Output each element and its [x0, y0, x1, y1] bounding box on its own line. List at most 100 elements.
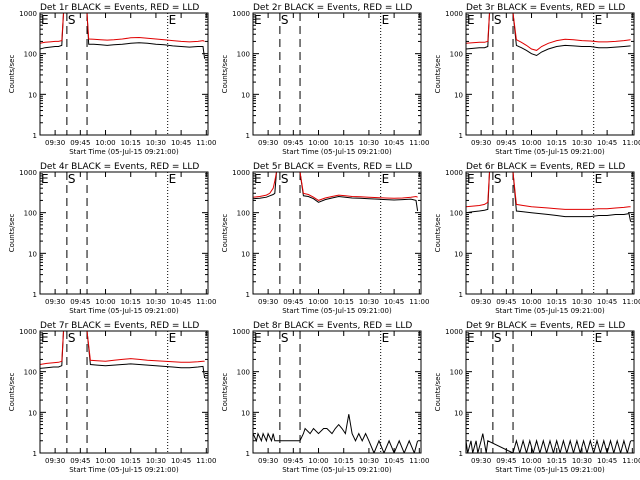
x-tick-label: 09:45: [70, 298, 90, 306]
event-marker-label: E: [169, 172, 177, 186]
x-tick-label: 10:00: [308, 457, 328, 465]
y-tick-label: 10: [241, 409, 250, 417]
event-marker-label: E: [382, 331, 390, 345]
event-marker-label: E: [595, 13, 603, 27]
y-tick-label: 1: [246, 450, 250, 458]
event-marker-label: E: [254, 331, 262, 345]
x-axis-label: Start Time (05-Jul-15 09:21:00): [495, 466, 605, 474]
y-tick-label: 1: [33, 291, 37, 299]
event-marker-label: E: [595, 172, 603, 186]
x-tick-label: 10:15: [547, 298, 567, 306]
x-tick-label: 10:30: [146, 139, 166, 147]
event-marker-label: S: [281, 172, 289, 186]
panel-title: Det 6r BLACK = Events, RED = LLD: [466, 162, 625, 172]
x-tick-label: 10:30: [146, 457, 166, 465]
x-tick-label: 10:30: [359, 457, 379, 465]
x-tick-label: 10:00: [95, 139, 115, 147]
x-axis-label: Start Time (05-Jul-15 09:21:00): [282, 148, 392, 156]
x-tick-label: 11:00: [409, 457, 429, 465]
x-tick-label: 10:15: [334, 457, 354, 465]
y-tick-label: 100: [450, 369, 463, 377]
panel-title: Det 9r BLACK = Events, RED = LLD: [466, 321, 625, 331]
plot-frame: [39, 12, 209, 136]
plot-frame: [252, 330, 422, 454]
plot-frame: [465, 171, 635, 295]
x-tick-label: 10:15: [121, 298, 141, 306]
y-tick-label: 1: [246, 291, 250, 299]
y-tick-label: 100: [237, 51, 250, 59]
y-axis-label: Counts/sec: [221, 55, 229, 94]
y-tick-label: 1000: [445, 169, 463, 177]
y-tick-label: 100: [450, 210, 463, 218]
x-axis-label: Start Time (05-Jul-15 09:21:00): [282, 466, 392, 474]
event-marker-label: E: [41, 172, 49, 186]
plot-frame: [465, 12, 635, 136]
x-tick-label: 11:00: [409, 139, 429, 147]
events-series-line: [253, 172, 419, 212]
event-marker-label: E: [41, 13, 49, 27]
event-marker-label: E: [382, 172, 390, 186]
y-axis-label: Counts/sec: [434, 214, 442, 253]
event-marker-label: S: [494, 331, 502, 345]
x-axis-label: Start Time (05-Jul-15 09:21:00): [282, 307, 392, 315]
y-tick-label: 1: [33, 450, 37, 458]
plot-frame: [39, 330, 209, 454]
y-tick-label: 100: [24, 369, 37, 377]
x-tick-label: 10:30: [359, 298, 379, 306]
x-tick-label: 10:00: [521, 139, 541, 147]
plot-frame: [252, 171, 422, 295]
y-tick-label: 1: [459, 450, 463, 458]
events-series-line: [466, 172, 632, 222]
y-axis-label: Counts/sec: [8, 55, 16, 94]
x-tick-label: 10:30: [572, 457, 592, 465]
event-marker-label: E: [595, 331, 603, 345]
x-tick-label: 09:45: [496, 457, 516, 465]
event-marker-label: S: [68, 13, 76, 27]
x-axis-label: Start Time (05-Jul-15 09:21:00): [69, 466, 179, 474]
event-marker-label: S: [281, 331, 289, 345]
x-axis-label: Start Time (05-Jul-15 09:21:00): [69, 307, 179, 315]
panel-title: Det 7r BLACK = Events, RED = LLD: [40, 321, 199, 331]
x-tick-label: 10:15: [121, 139, 141, 147]
y-tick-label: 10: [28, 250, 37, 258]
lld-series-line: [40, 13, 205, 44]
x-tick-label: 09:30: [471, 457, 491, 465]
x-tick-label: 09:45: [283, 139, 303, 147]
x-tick-label: 09:30: [471, 139, 491, 147]
event-marker-label: S: [68, 172, 76, 186]
x-tick-label: 09:30: [258, 139, 278, 147]
panel-title: Det 5r BLACK = Events, RED = LLD: [253, 162, 412, 172]
x-tick-label: 10:00: [95, 298, 115, 306]
y-tick-label: 10: [454, 250, 463, 258]
x-tick-label: 10:45: [597, 457, 617, 465]
lld-series-line: [466, 172, 631, 210]
x-axis-label: Start Time (05-Jul-15 09:21:00): [69, 148, 179, 156]
y-axis-label: Counts/sec: [221, 373, 229, 412]
x-tick-label: 11:00: [622, 298, 640, 306]
x-tick-label: 09:30: [258, 457, 278, 465]
plot-frame: [252, 12, 422, 136]
x-tick-label: 10:45: [171, 298, 191, 306]
event-marker-label: E: [467, 13, 475, 27]
panel-title: Det 2r BLACK = Events, RED = LLD: [253, 3, 412, 13]
x-tick-label: 11:00: [622, 457, 640, 465]
x-tick-label: 10:00: [95, 457, 115, 465]
y-tick-label: 1000: [445, 10, 463, 18]
y-axis-label: Counts/sec: [221, 214, 229, 253]
y-tick-label: 10: [454, 409, 463, 417]
event-marker-label: S: [494, 172, 502, 186]
plot-frame: [39, 171, 209, 295]
x-tick-label: 10:15: [121, 457, 141, 465]
y-tick-label: 100: [237, 210, 250, 218]
panel-title: Det 4r BLACK = Events, RED = LLD: [40, 162, 199, 172]
y-tick-label: 1000: [445, 328, 463, 336]
y-tick-label: 1: [459, 291, 463, 299]
x-tick-label: 10:00: [521, 457, 541, 465]
x-tick-label: 09:45: [283, 298, 303, 306]
panel-title: Det 8r BLACK = Events, RED = LLD: [253, 321, 412, 331]
y-tick-label: 10: [28, 91, 37, 99]
event-marker-label: E: [169, 331, 177, 345]
x-tick-label: 10:15: [547, 457, 567, 465]
